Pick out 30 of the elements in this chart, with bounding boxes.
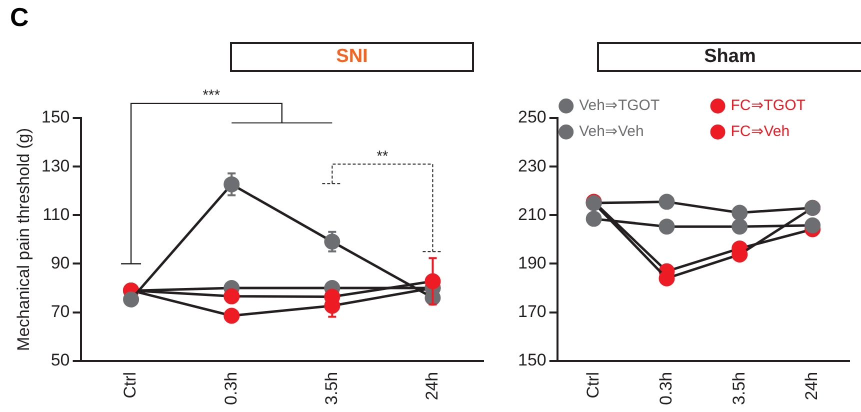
y-tick-label: 70 [50, 302, 70, 322]
chart-title: SNI [230, 42, 474, 72]
y-tick-label: 210 [518, 204, 546, 224]
y-axis-title: Mechanical pain threshold (g) [14, 128, 33, 351]
y-tick-label: 170 [518, 302, 546, 322]
x-tick-label: 0.3h [656, 372, 676, 406]
chart-title: Sham [597, 42, 861, 72]
x-tick-label: 24h [422, 372, 442, 400]
x-tick-label: 0.3h [221, 372, 240, 406]
text: *** [202, 87, 220, 104]
x-tick-label: Ctrl [120, 372, 140, 398]
legend-label: FC⇒TGOT [730, 97, 806, 114]
x-tick-label: 3.5h [729, 372, 748, 406]
annotation: ** [376, 148, 388, 165]
legend-label: Veh⇒TGOT [579, 97, 660, 114]
y-tick-label: 190 [518, 253, 546, 272]
text: C [10, 2, 29, 33]
x-tick-label: Ctrl [584, 372, 603, 398]
y-tick-label: 130 [41, 156, 70, 176]
legend-label: FC⇒Veh [730, 123, 790, 140]
y-tick-label: 150 [518, 350, 546, 370]
legend-label: Veh⇒Veh [579, 123, 644, 140]
x-tick-label: 24h [802, 372, 822, 400]
x-tick-label: 3.5h [322, 372, 341, 406]
y-tick-label: 90 [50, 253, 70, 272]
y-tick-label: 150 [41, 108, 70, 127]
y-tick-label: 250 [518, 108, 546, 127]
y-tick-label: 230 [518, 156, 546, 176]
y-tick-label: 110 [42, 204, 70, 224]
y-tick-label: 50 [50, 350, 70, 370]
